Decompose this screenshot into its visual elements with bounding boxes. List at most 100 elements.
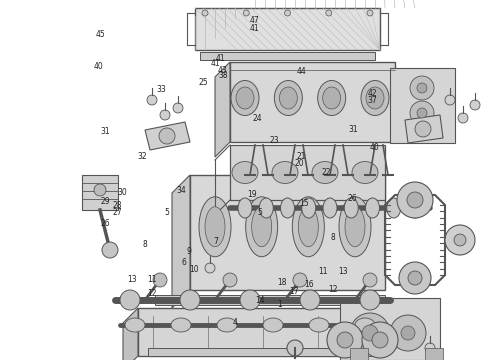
Circle shape [102, 242, 118, 258]
Ellipse shape [309, 318, 329, 332]
Ellipse shape [298, 207, 318, 247]
Circle shape [397, 182, 433, 218]
Text: 24: 24 [252, 114, 262, 123]
Circle shape [367, 10, 373, 16]
Ellipse shape [236, 87, 254, 109]
Text: 13: 13 [338, 267, 348, 276]
Bar [230, 62, 395, 142]
Ellipse shape [355, 318, 375, 332]
Text: 4: 4 [233, 318, 238, 327]
Circle shape [159, 128, 175, 144]
Circle shape [399, 262, 431, 294]
Bar [425, 348, 443, 360]
Ellipse shape [205, 207, 225, 247]
Circle shape [180, 290, 200, 310]
Text: 20: 20 [294, 159, 304, 168]
Ellipse shape [408, 198, 422, 218]
Bar [148, 348, 378, 356]
Text: 47: 47 [250, 16, 260, 25]
Ellipse shape [231, 81, 259, 116]
Ellipse shape [366, 87, 384, 109]
Text: 12: 12 [147, 289, 157, 298]
Ellipse shape [352, 162, 378, 184]
Text: 26: 26 [348, 194, 358, 202]
Text: 23: 23 [270, 136, 279, 145]
Text: 29: 29 [100, 197, 110, 206]
Ellipse shape [345, 207, 365, 247]
Circle shape [243, 10, 249, 16]
Circle shape [360, 290, 380, 310]
Circle shape [390, 315, 426, 351]
Text: 41: 41 [216, 54, 225, 63]
Circle shape [417, 108, 427, 118]
Text: 26: 26 [100, 219, 110, 228]
Polygon shape [145, 122, 190, 150]
Circle shape [240, 290, 260, 310]
Ellipse shape [125, 318, 145, 332]
Bar [82, 175, 118, 210]
Circle shape [223, 273, 237, 287]
Circle shape [363, 273, 377, 287]
Ellipse shape [171, 318, 191, 332]
Circle shape [94, 184, 106, 196]
Ellipse shape [252, 207, 271, 247]
Text: 11: 11 [318, 267, 328, 276]
Circle shape [285, 10, 291, 16]
Text: 19: 19 [247, 190, 257, 199]
Circle shape [458, 113, 468, 123]
Text: 41: 41 [250, 24, 260, 33]
Text: 13: 13 [127, 274, 137, 284]
Text: 33: 33 [157, 85, 167, 94]
Polygon shape [215, 62, 230, 157]
Circle shape [350, 313, 390, 353]
Circle shape [454, 234, 466, 246]
Ellipse shape [217, 318, 237, 332]
Circle shape [153, 273, 167, 287]
Ellipse shape [361, 81, 389, 116]
Text: 7: 7 [213, 237, 218, 246]
Text: 32: 32 [137, 152, 147, 161]
Circle shape [417, 83, 427, 93]
Ellipse shape [302, 198, 316, 218]
Text: 42: 42 [368, 89, 377, 98]
Text: 40: 40 [93, 62, 103, 71]
Bar [138, 308, 388, 356]
Text: 30: 30 [118, 188, 127, 197]
Text: 27: 27 [113, 208, 122, 217]
Text: 8: 8 [331, 233, 336, 242]
Text: 31: 31 [100, 127, 110, 136]
Bar [155, 295, 385, 305]
Text: 16: 16 [304, 280, 314, 289]
Circle shape [120, 290, 140, 310]
Ellipse shape [323, 198, 337, 218]
Circle shape [327, 322, 363, 358]
Circle shape [173, 103, 183, 113]
Circle shape [445, 225, 475, 255]
Circle shape [337, 332, 353, 348]
Circle shape [287, 340, 303, 356]
Text: 41: 41 [211, 58, 220, 68]
Text: 14: 14 [255, 296, 265, 305]
Polygon shape [123, 308, 138, 360]
Text: 25: 25 [198, 78, 208, 87]
Text: 5: 5 [257, 208, 262, 217]
Circle shape [415, 121, 431, 137]
Ellipse shape [279, 87, 297, 109]
Bar [340, 298, 440, 360]
Text: 12: 12 [328, 285, 338, 294]
Circle shape [160, 110, 170, 120]
Circle shape [300, 290, 320, 310]
Text: 44: 44 [296, 68, 306, 77]
Circle shape [410, 101, 434, 125]
Text: 45: 45 [96, 30, 105, 39]
Circle shape [362, 325, 378, 341]
Circle shape [445, 95, 455, 105]
Text: 6: 6 [181, 258, 186, 267]
Ellipse shape [344, 198, 358, 218]
Ellipse shape [259, 198, 273, 218]
Circle shape [408, 271, 422, 285]
Text: 11: 11 [147, 274, 157, 284]
Bar [350, 348, 368, 360]
Ellipse shape [245, 197, 278, 257]
Circle shape [293, 273, 307, 287]
